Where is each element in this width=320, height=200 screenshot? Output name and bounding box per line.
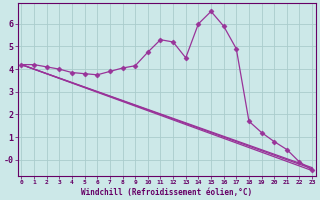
X-axis label: Windchill (Refroidissement éolien,°C): Windchill (Refroidissement éolien,°C): [81, 188, 252, 197]
